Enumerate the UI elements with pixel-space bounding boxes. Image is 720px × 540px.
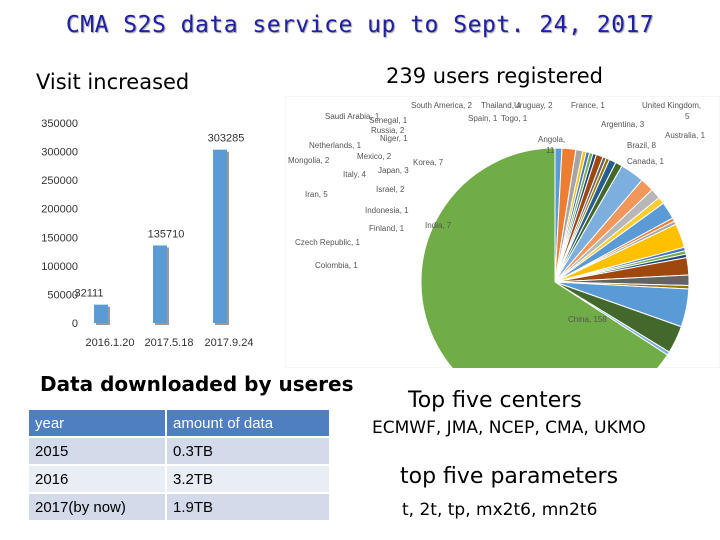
pie-label: Korea, 7 xyxy=(413,158,444,167)
x-tick-label: 2016.1.20 xyxy=(86,337,135,349)
header-amount: amount of data xyxy=(167,410,329,436)
pie-label: Thailand, 4 xyxy=(481,101,521,110)
bar-data-label: 303285 xyxy=(208,133,245,145)
table-row: 2017(by now) 1.9TB xyxy=(29,494,329,520)
pie-label: Czech Republic, 1 xyxy=(295,238,360,247)
visit-bar-chart: 350000 300000 250000 200000 150000 100000 5000… xyxy=(41,118,254,349)
pie-slice xyxy=(420,147,669,368)
pie-label: Brazil, 8 xyxy=(627,141,656,150)
pie-label: United Kingdom, xyxy=(642,101,701,110)
bar xyxy=(153,245,167,323)
pie-label: Russia, 2 xyxy=(371,126,405,135)
pie-label: Colombia, 1 xyxy=(315,261,358,270)
pie-label: Italy, 4 xyxy=(343,170,367,179)
pie-label: Angola, xyxy=(538,135,565,144)
pie-label: Argentina, 3 xyxy=(601,120,645,129)
year-cell: 2017(by now) xyxy=(29,494,165,520)
x-tick-label: 2017.5.18 xyxy=(145,337,194,349)
table-row: 2016 3.2TB xyxy=(29,466,329,492)
pie-label-value: 11 xyxy=(546,146,555,155)
centers-text: ECMWF, JMA, NCEP, CMA, UKMO xyxy=(372,418,646,438)
parameters-heading: top five parameters xyxy=(400,464,619,489)
parameters-text: t, 2t, tp, mx2t6, mn2t6 xyxy=(402,500,598,520)
amount-cell: 0.3TB xyxy=(167,438,329,464)
table-row: 2015 0.3TB xyxy=(29,438,329,464)
users-heading: 239 users registered xyxy=(386,64,603,88)
bar xyxy=(94,304,108,323)
pie-label: Israel, 2 xyxy=(376,185,405,194)
bar-data-label: 135710 xyxy=(148,228,185,240)
header-year: year xyxy=(29,410,165,436)
pie-label: Finland, 1 xyxy=(369,224,405,233)
visit-heading: Visit increased xyxy=(36,70,190,94)
pie-label-value: 5 xyxy=(685,112,690,121)
y-tick-label: 0 xyxy=(72,318,78,330)
pie-label: Canada, 1 xyxy=(627,157,664,166)
y-tick-label: 250000 xyxy=(41,175,78,187)
pie-label: Niger, 1 xyxy=(380,134,408,143)
amount-cell: 1.9TB xyxy=(167,494,329,520)
y-tick-label: 300000 xyxy=(41,147,78,159)
y-tick-label: 350000 xyxy=(41,118,78,130)
y-tick-label: 50000 xyxy=(47,289,78,301)
year-cell: 2015 xyxy=(29,438,165,464)
x-tick-label: 2017.9.24 xyxy=(205,337,254,349)
pie-label: Australia, 1 xyxy=(665,131,706,140)
bar xyxy=(213,149,227,323)
pie-label: Spain, 1 xyxy=(468,114,498,123)
pie-label: Indonesia, 1 xyxy=(365,206,409,215)
y-tick-label: 150000 xyxy=(41,232,78,244)
pie-label: India, 7 xyxy=(425,221,452,230)
bar-data-label: 32111 xyxy=(75,288,104,300)
pie-label: Senegal, 1 xyxy=(369,116,408,125)
pie-label: Netherlands, 1 xyxy=(309,141,362,150)
pie-label: China, 158 xyxy=(568,315,607,324)
year-cell: 2016 xyxy=(29,466,165,492)
pie-label: Mexico, 2 xyxy=(357,152,392,161)
pie-label: Saudi Arabia, 1 xyxy=(325,112,380,121)
table-header-row: year amount of data xyxy=(29,410,329,436)
centers-heading: Top five centers xyxy=(408,388,582,413)
amount-cell: 3.2TB xyxy=(167,466,329,492)
y-tick-label: 200000 xyxy=(41,204,78,216)
pie-label: Mongolia, 2 xyxy=(288,156,330,165)
slide-title: CMA S2S data service up to Sept. 24, 201… xyxy=(65,12,655,38)
pie-label: Uruguay, 2 xyxy=(514,101,553,110)
pie-label: France, 1 xyxy=(571,101,605,110)
downloads-table: year amount of data 2015 0.3TB 2016 3.2T… xyxy=(27,408,331,522)
pie-label: South America, 2 xyxy=(411,101,472,110)
pie-label: Iran, 5 xyxy=(305,190,328,199)
pie-label: Togo, 1 xyxy=(501,114,528,123)
pie-label: Japan, 3 xyxy=(378,166,409,175)
downloads-title: Data downloaded by useres xyxy=(40,372,354,396)
y-tick-label: 100000 xyxy=(41,261,78,273)
